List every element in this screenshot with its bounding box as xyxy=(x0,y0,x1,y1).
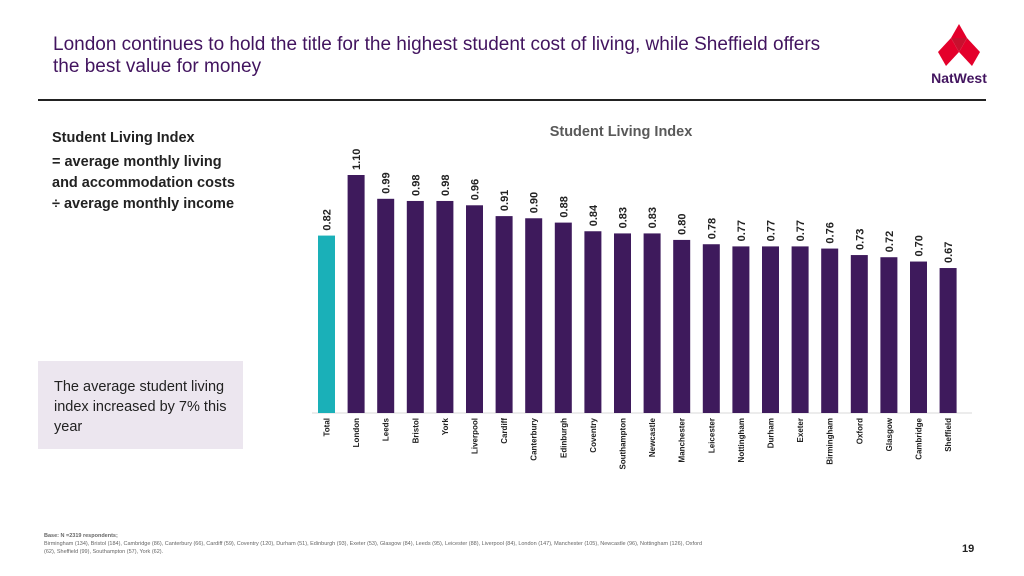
definition-title: Student Living Index xyxy=(52,130,195,146)
category-label-southampton: Southampton xyxy=(619,418,628,470)
bar-southampton xyxy=(614,233,631,413)
category-label-manchester: Manchester xyxy=(678,418,687,462)
footnote-base: Base: N =2319 respondents; xyxy=(44,533,118,539)
category-label-exeter: Exeter xyxy=(796,418,805,442)
category-label-sheffield: Sheffield xyxy=(944,418,953,452)
value-label-exeter: 0.77 xyxy=(795,220,807,241)
slide-headline: London continues to hold the title for t… xyxy=(53,34,821,77)
category-label-york: York xyxy=(441,417,450,435)
category-label-bristol: Bristol xyxy=(411,418,420,443)
category-label-canterbury: Canterbury xyxy=(530,417,539,460)
bar-nottingham xyxy=(732,246,750,413)
bar-manchester xyxy=(673,239,691,413)
bar-cambridge xyxy=(910,261,927,413)
value-label-canterbury: 0.90 xyxy=(529,192,541,213)
bar-coventry xyxy=(584,231,602,413)
definition-body: = average monthly living and accommodati… xyxy=(52,154,235,212)
category-label-london: London xyxy=(352,418,361,447)
footnote-detail: Birmingham (134), Bristol (184), Cambrid… xyxy=(44,541,703,555)
natwest-logo: NatWest xyxy=(922,22,996,92)
value-label-birmingham: 0.76 xyxy=(825,222,837,243)
bar-durham xyxy=(762,246,779,413)
bar-newcastle xyxy=(643,233,661,413)
natwest-logo-icon xyxy=(938,24,980,66)
value-label-bristol: 0.98 xyxy=(410,175,422,196)
value-label-cardiff: 0.91 xyxy=(499,190,511,211)
value-label-oxford: 0.73 xyxy=(854,229,866,250)
category-label-liverpool: Liverpool xyxy=(471,418,480,454)
category-label-edinburgh: Edinburgh xyxy=(559,418,568,458)
chart-title: Student Living Index xyxy=(549,124,693,140)
value-label-liverpool: 0.96 xyxy=(470,179,482,200)
callout-box: The average student living index increas… xyxy=(38,361,243,449)
bar-sheffield xyxy=(939,268,957,413)
value-label-durham: 0.77 xyxy=(766,220,778,241)
bar-chart: 0.82 Total 1.10 London 0.99 Leeds 0.98 Bristol 0… xyxy=(300,118,990,480)
bar-total xyxy=(318,235,335,413)
value-label-manchester: 0.80 xyxy=(677,213,689,234)
bar-london xyxy=(347,175,365,413)
bar-canterbury xyxy=(525,218,543,413)
category-label-oxford: Oxford xyxy=(855,418,864,444)
bar-birmingham xyxy=(821,248,839,413)
callout-text: The average student living index increas… xyxy=(54,379,227,435)
bar-york xyxy=(436,200,454,413)
bar-chart-plot: 0.82 Total 1.10 London 0.99 Leeds 0.98 Bristol 0… xyxy=(312,149,972,470)
bar-leicester xyxy=(702,244,720,413)
category-label-birmingham: Birmingham xyxy=(826,418,835,465)
value-label-southampton: 0.83 xyxy=(618,207,630,228)
category-label-glasgow: Glasgow xyxy=(885,417,894,451)
header-divider xyxy=(38,99,986,101)
bar-exeter xyxy=(791,246,809,413)
bar-bristol xyxy=(406,200,424,413)
value-label-glasgow: 0.72 xyxy=(884,231,896,252)
bar-liverpool xyxy=(466,205,483,413)
value-label-sheffield: 0.67 xyxy=(943,242,955,263)
category-label-coventry: Coventry xyxy=(589,417,598,452)
value-label-cambridge: 0.70 xyxy=(914,235,926,256)
index-definition: Student Living Index = average monthly l… xyxy=(52,128,242,215)
value-label-edinburgh: 0.88 xyxy=(558,196,570,217)
category-label-leeds: Leeds xyxy=(382,417,391,441)
bar-edinburgh xyxy=(554,222,572,413)
bar-oxford xyxy=(850,255,868,413)
value-label-total: 0.82 xyxy=(322,209,334,230)
footnote: Base: N =2319 respondents; Birmingham (1… xyxy=(44,532,704,556)
value-label-coventry: 0.84 xyxy=(588,204,600,226)
bar-glasgow xyxy=(880,257,898,413)
category-label-newcastle: Newcastle xyxy=(648,417,657,457)
category-label-cardiff: Cardiff xyxy=(500,418,509,444)
brand-name: NatWest xyxy=(931,70,987,86)
value-label-london: 1.10 xyxy=(351,149,363,170)
page-number: 19 xyxy=(962,543,975,555)
value-label-newcastle: 0.83 xyxy=(647,207,659,228)
value-label-leicester: 0.78 xyxy=(706,218,718,239)
category-label-cambridge: Cambridge xyxy=(915,417,924,459)
category-label-total: Total xyxy=(323,418,332,437)
category-label-nottingham: Nottingham xyxy=(737,418,746,462)
bar-cardiff xyxy=(495,216,513,413)
value-label-nottingham: 0.77 xyxy=(736,220,748,241)
bar-leeds xyxy=(377,198,395,413)
category-label-leicester: Leicester xyxy=(707,418,716,453)
category-label-durham: Durham xyxy=(767,418,776,448)
value-label-york: 0.98 xyxy=(440,175,452,196)
value-label-leeds: 0.99 xyxy=(381,172,393,193)
